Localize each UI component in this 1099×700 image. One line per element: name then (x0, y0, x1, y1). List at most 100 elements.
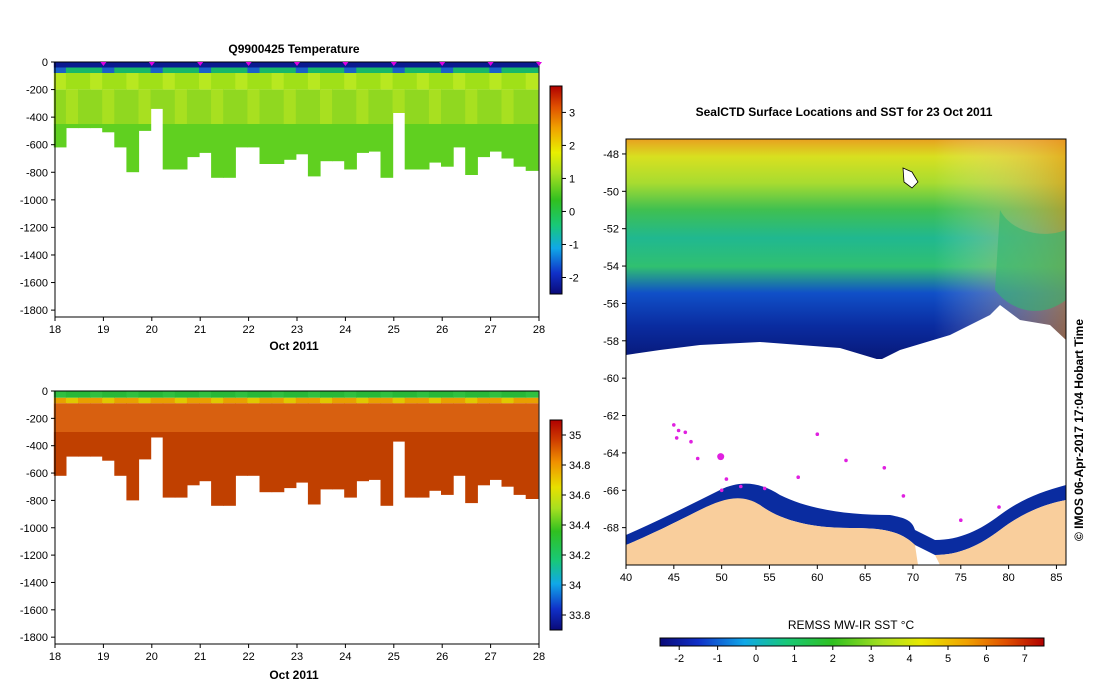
profile-cell (380, 397, 394, 404)
profile-cell (150, 397, 164, 404)
x-tick-label: 22 (242, 324, 254, 336)
colorbar-tick-label: 34.4 (569, 520, 590, 532)
profile-cell (441, 124, 454, 167)
profile-cell (138, 62, 152, 68)
y-tick-label: -1800 (20, 632, 48, 644)
profile-cell (102, 89, 115, 125)
profile-cell (320, 124, 333, 162)
lat-tick-label: -56 (603, 298, 619, 310)
profile-cell (525, 89, 539, 125)
lon-tick-label: 80 (1002, 572, 1014, 584)
profile-cell (235, 89, 248, 125)
profile-cell (211, 124, 224, 178)
map-lon-axis: 40 45 50 55 60 65 70 75 80 85 (620, 565, 1063, 584)
profile-cell (380, 73, 394, 90)
y-tick-label: -400 (26, 441, 48, 453)
y-tick-label: -600 (26, 468, 48, 480)
profile-cell (174, 67, 188, 73)
profile-cell (356, 62, 369, 68)
profile-cell (344, 124, 357, 170)
x-tick-label: 20 (146, 324, 158, 336)
seal-location-point (683, 430, 688, 435)
profile-cell (271, 403, 285, 432)
seal-location-point (689, 439, 693, 444)
profile-cell (65, 124, 79, 129)
credit-text: © IMOS 06-Apr-2017 17:04 Hobart Time (1072, 319, 1086, 541)
x-tick-label: 27 (484, 324, 496, 336)
profile-cell (199, 124, 212, 153)
profile-cell (501, 397, 515, 404)
salinity-colorbar (549, 419, 563, 631)
profile-cell (489, 62, 503, 68)
profile-cell (404, 67, 418, 73)
profile-cell (344, 432, 357, 498)
colorbar-tick-label: -2 (569, 272, 579, 284)
surface-marker (342, 62, 349, 66)
profile-cell (271, 124, 285, 164)
y-tick-label: 0 (42, 57, 48, 69)
profile-cell (320, 403, 333, 432)
profile-cell (53, 397, 67, 404)
profile-cell (102, 62, 115, 68)
profile-cell (199, 89, 212, 125)
profile-cell (102, 432, 115, 461)
profile-cell (416, 403, 430, 432)
profile-cell (211, 62, 224, 68)
lat-tick-label: -52 (603, 224, 619, 236)
profile-cell (501, 67, 515, 73)
profile-cell (392, 73, 406, 90)
profile-cell (102, 403, 115, 432)
profile-cell (392, 432, 406, 442)
profile-cell (453, 124, 466, 148)
profile-cell (271, 62, 285, 68)
profile-cell (126, 89, 140, 125)
profile-cell (356, 73, 369, 90)
seal-location-point (815, 432, 820, 437)
profile-cell (295, 89, 309, 125)
profile-cell (465, 89, 478, 125)
profile-cell (525, 432, 539, 499)
profile-cell (428, 73, 442, 90)
profile-cell (114, 67, 127, 73)
x-tick-label: 22 (242, 651, 254, 663)
x-tick-label: 21 (194, 324, 206, 336)
profile-cell (416, 124, 430, 170)
profile-cell (259, 67, 273, 73)
profile-cell (416, 67, 430, 73)
seal-location-point (695, 456, 700, 461)
profile-cell (53, 67, 67, 73)
profile-cell (223, 397, 236, 404)
profile-cell (90, 391, 103, 398)
profile-cell (489, 124, 503, 152)
profile-cell (247, 73, 261, 90)
temperature-heatmap (53, 62, 539, 178)
profile-cell (428, 397, 442, 404)
profile-cell (465, 67, 478, 73)
profile-cell (356, 391, 369, 398)
surface-markers (100, 62, 542, 66)
profile-cell (271, 73, 285, 90)
profile-cell (344, 89, 357, 125)
profile-cell (441, 397, 454, 404)
profile-cell (235, 67, 248, 73)
profile-cell (247, 391, 261, 398)
profile-cell (404, 124, 418, 170)
profile-cell (126, 397, 140, 404)
x-tick-label: 21 (194, 651, 206, 663)
profile-cell (320, 73, 333, 90)
profile-cell (114, 403, 127, 432)
profile-cell (65, 391, 79, 398)
profile-cell (416, 73, 430, 90)
profile-cell (186, 62, 200, 68)
profile-cell (138, 403, 152, 432)
profile-cell (501, 73, 515, 90)
profile-cell (65, 432, 79, 457)
profile-cell (344, 403, 357, 432)
profile-cell (295, 397, 309, 404)
profile-cell (199, 403, 212, 432)
profile-cell (138, 397, 152, 404)
profile-cell (223, 391, 236, 398)
salinity-heatmap (53, 391, 539, 506)
profile-cell (416, 62, 430, 68)
profile-cell (150, 89, 164, 109)
